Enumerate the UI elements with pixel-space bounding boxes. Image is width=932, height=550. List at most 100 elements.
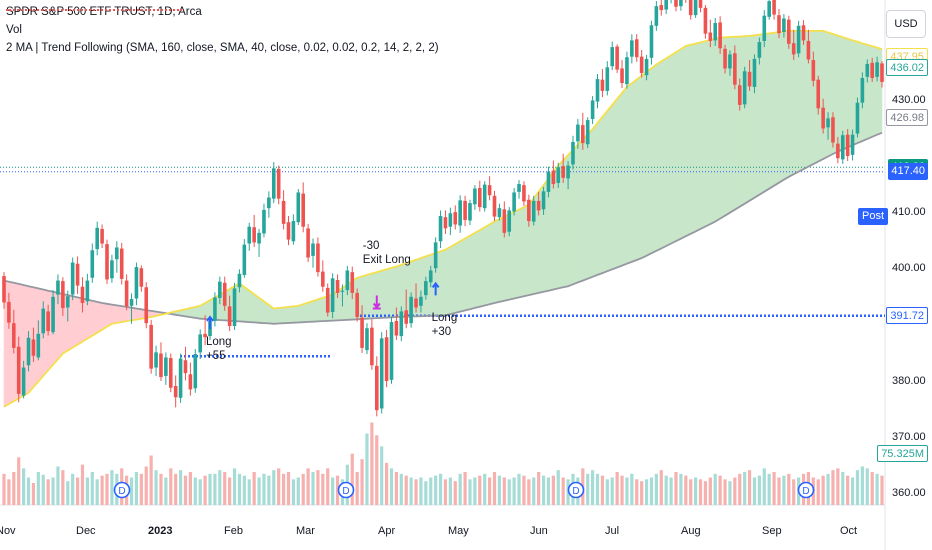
dividend-marker[interactable]: D — [567, 481, 585, 499]
ma-fill-segment — [670, 51, 677, 245]
candle-body — [296, 192, 301, 223]
volume-bar — [537, 472, 541, 505]
candle-body — [134, 267, 139, 299]
ma-fill-segment — [474, 229, 481, 309]
candle-body — [502, 209, 507, 233]
ma-fill-segment — [690, 43, 696, 235]
ma-fill-segment — [450, 243, 456, 315]
candle-body — [674, 0, 678, 7]
candle-body — [178, 358, 183, 398]
volume-bar — [478, 475, 482, 505]
legend-strategy-text: 2 MA | Trend Following (SMA, 160, close,… — [6, 42, 439, 54]
volume-bar — [301, 473, 305, 505]
volume-bar — [831, 470, 835, 505]
candle-body — [271, 168, 276, 199]
volume-bar — [75, 477, 80, 505]
candle-body — [70, 262, 75, 295]
volume-bar — [860, 466, 864, 505]
candle-body — [747, 71, 752, 87]
candle-body — [512, 192, 516, 212]
volume-bar — [46, 479, 50, 505]
volume-bar — [747, 470, 752, 505]
candle-body — [370, 327, 374, 366]
candle-body — [409, 296, 413, 324]
volume-bar — [468, 479, 472, 505]
candle-body — [585, 120, 590, 145]
dividend-marker[interactable]: D — [113, 481, 131, 499]
ma-fill-segment — [464, 235, 471, 311]
ma-fill-segment — [391, 266, 397, 318]
candle-body — [12, 323, 16, 348]
ma-fill-segment — [847, 38, 853, 148]
candle-body — [561, 166, 565, 178]
legend-volume-text: Vol — [6, 24, 22, 36]
volume-bar — [17, 457, 21, 505]
volume-bar — [409, 477, 413, 505]
volume-bar — [257, 477, 261, 505]
candle-body — [605, 67, 610, 91]
volume-bar — [703, 481, 708, 505]
volume-bar — [228, 477, 232, 505]
volume-bar — [733, 477, 737, 505]
candle-body — [752, 58, 757, 87]
ma-fill-segment — [714, 37, 721, 223]
ma-fill-segment — [876, 47, 883, 136]
candle-body — [379, 338, 384, 409]
volume-bar — [708, 477, 712, 505]
currency-button[interactable]: USD — [886, 10, 926, 38]
volume-bar — [659, 470, 663, 505]
candle-body — [816, 79, 821, 109]
candle-body — [571, 141, 575, 165]
volume-bar — [56, 466, 60, 505]
ma-fill-segment — [111, 304, 118, 325]
ma-fill-segment — [415, 257, 422, 317]
volume-bar — [365, 433, 369, 505]
candle-body — [394, 320, 399, 336]
candle-body — [218, 281, 222, 298]
volume-bar — [419, 477, 423, 505]
candle-body — [222, 282, 227, 306]
time-axis-label: Jul — [605, 525, 620, 537]
candle-body — [615, 46, 619, 70]
ma-fill-segment — [101, 302, 108, 331]
post-label: Post — [858, 208, 888, 225]
ma-fill-segment — [283, 306, 289, 324]
candle-body — [100, 228, 104, 244]
legend-volume: Vol — [6, 22, 22, 38]
ma-fill-segment — [131, 307, 137, 321]
candle-body — [801, 25, 806, 41]
candle-body — [56, 280, 60, 295]
ma-fill-segment — [273, 307, 279, 325]
candle-body — [105, 244, 109, 280]
volume-bar — [630, 473, 634, 505]
volume-bar — [787, 473, 791, 505]
candle-body — [566, 165, 570, 179]
ma-fill-segment — [592, 122, 598, 278]
dividend-marker[interactable]: D — [337, 481, 355, 499]
candle-body — [139, 268, 144, 287]
volume-bar — [453, 481, 457, 505]
volume-bar — [767, 473, 771, 505]
candle-body — [840, 135, 845, 160]
volume-bar — [644, 479, 649, 505]
candle-body — [374, 365, 379, 411]
candle-body — [419, 296, 423, 306]
legend-separator — [6, 9, 182, 13]
svg-text:D: D — [118, 486, 125, 497]
volume-bar — [316, 470, 320, 505]
candle-body — [424, 281, 428, 296]
candle-body — [389, 322, 394, 380]
candle-body — [61, 281, 65, 309]
volume-bar — [61, 470, 65, 505]
candle-body — [453, 212, 458, 225]
ma-fill-segment — [660, 57, 667, 249]
volume-bar — [36, 472, 40, 505]
candle-body — [551, 170, 556, 185]
ma-fill-segment — [837, 35, 844, 152]
candle-body — [203, 333, 207, 338]
dividend-marker[interactable]: D — [797, 481, 815, 499]
volume-bar — [237, 473, 242, 505]
volume-bar — [757, 475, 761, 505]
ma-fill-segment — [489, 221, 495, 305]
